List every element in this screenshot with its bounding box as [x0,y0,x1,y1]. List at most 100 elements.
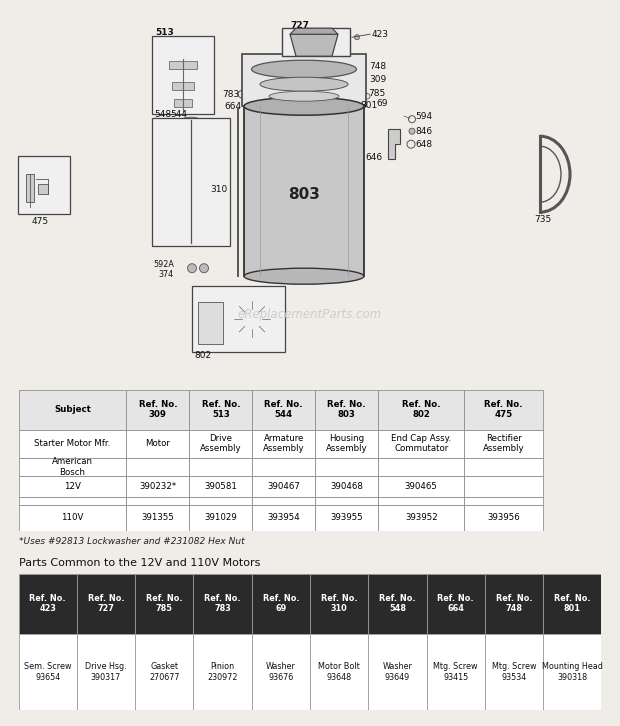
Bar [464,476,543,497]
Bar [310,634,368,710]
Text: Housing
Assembly: Housing Assembly [326,434,368,453]
Text: 110V: 110V [61,513,84,523]
Text: American
Bosch: American Bosch [52,457,93,477]
Bar [368,574,427,634]
Bar [187,182,195,187]
Bar [182,198,200,203]
Bar [19,634,77,710]
Ellipse shape [184,231,198,237]
Text: 390465: 390465 [405,482,438,491]
Bar [179,150,203,155]
Text: 310: 310 [211,184,228,194]
Bar [189,497,252,505]
Bar [185,166,197,171]
Bar [427,634,485,710]
Bar [77,574,135,634]
Bar [189,476,252,497]
Bar [252,634,310,710]
Bar [18,156,70,214]
Text: 548: 548 [154,110,171,119]
Bar [464,458,543,476]
Text: 801: 801 [360,101,377,110]
Ellipse shape [206,317,220,330]
Ellipse shape [409,129,415,134]
Text: Ref. No.
310: Ref. No. 310 [321,594,357,613]
Bar [183,230,199,234]
Text: Gasket
270677: Gasket 270677 [149,662,180,682]
Bar [315,476,378,497]
Bar [180,134,202,139]
Bar [315,458,378,476]
Bar [543,574,601,634]
Bar [315,430,378,458]
Polygon shape [388,129,400,159]
Bar [187,177,195,182]
Text: Parts Common to the 12V and 110V Motors: Parts Common to the 12V and 110V Motors [19,558,260,568]
Bar [126,505,189,531]
Text: 648: 648 [415,139,432,149]
Text: Ref. No.
785: Ref. No. 785 [146,594,182,613]
Ellipse shape [269,91,339,101]
Bar [378,430,464,458]
Bar [26,174,34,203]
Bar [244,106,364,276]
Text: 390468: 390468 [330,482,363,491]
Text: 594: 594 [415,112,432,121]
Bar [315,505,378,531]
Bar [464,390,543,430]
Bar [19,574,77,634]
Ellipse shape [187,264,197,273]
Text: 748: 748 [369,62,386,70]
Bar [193,574,252,634]
Bar [252,390,315,430]
Text: 423: 423 [372,30,389,38]
Bar [485,634,543,710]
Bar [126,458,189,476]
Bar [464,430,543,458]
Text: Ref. No.
69: Ref. No. 69 [263,594,299,613]
Text: Ref. No.
475: Ref. No. 475 [484,400,523,420]
Text: 393955: 393955 [330,513,363,523]
Text: 846: 846 [415,127,432,136]
Bar [182,129,200,134]
Bar [19,497,126,505]
Bar [198,302,223,344]
Text: 735: 735 [534,215,551,224]
Ellipse shape [260,77,348,91]
Bar [315,390,378,430]
Text: Drive
Assembly: Drive Assembly [200,434,242,453]
Text: Ref. No.
544: Ref. No. 544 [265,400,303,420]
Text: Motor: Motor [146,439,170,448]
Text: Mtg. Screw
93415: Mtg. Screw 93415 [433,662,478,682]
Bar [126,476,189,497]
Ellipse shape [252,60,356,78]
Text: 513: 513 [155,28,174,37]
Text: Ref. No.
783: Ref. No. 783 [205,594,241,613]
Text: Ref. No.
803: Ref. No. 803 [327,400,366,420]
Text: Mounting Head
390318: Mounting Head 390318 [542,662,603,682]
Bar [543,634,601,710]
Bar [172,82,194,90]
Text: 12V: 12V [64,482,81,491]
Text: Ref. No.
513: Ref. No. 513 [202,400,240,420]
Bar [179,209,203,213]
Bar [152,36,214,114]
Bar [19,458,126,476]
Text: 390232*: 390232* [140,482,177,491]
Text: 374: 374 [158,269,173,279]
Bar [184,193,198,197]
Polygon shape [290,34,338,56]
Text: 309: 309 [369,75,386,83]
Text: Starter Motor Mfr.: Starter Motor Mfr. [34,439,110,448]
Text: 592A: 592A [153,260,174,269]
Bar [252,476,315,497]
Text: Ref. No.
748: Ref. No. 748 [496,594,532,613]
Bar [189,505,252,531]
Text: 803: 803 [288,187,320,202]
Bar [126,430,189,458]
Bar [186,187,196,192]
Text: eReplacementParts.com: eReplacementParts.com [238,308,382,321]
Bar [181,156,201,160]
Ellipse shape [234,301,270,337]
Bar [252,458,315,476]
